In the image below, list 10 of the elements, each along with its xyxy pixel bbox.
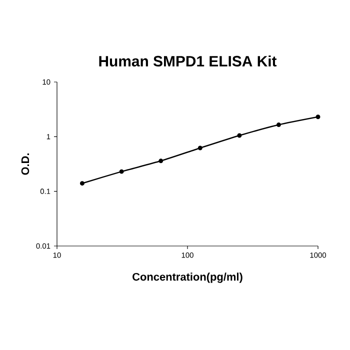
y-axis-title: O.D.	[21, 154, 30, 175]
point	[80, 181, 84, 186]
point	[158, 158, 164, 164]
point	[198, 146, 202, 150]
chart-title: Human SMPD1 ELISA Kit	[99, 56, 277, 66]
point	[316, 114, 320, 120]
point	[237, 133, 242, 138]
point	[119, 169, 124, 174]
x-axis-title: Concentration(pg/ml)	[132, 272, 242, 283]
point	[276, 122, 281, 128]
